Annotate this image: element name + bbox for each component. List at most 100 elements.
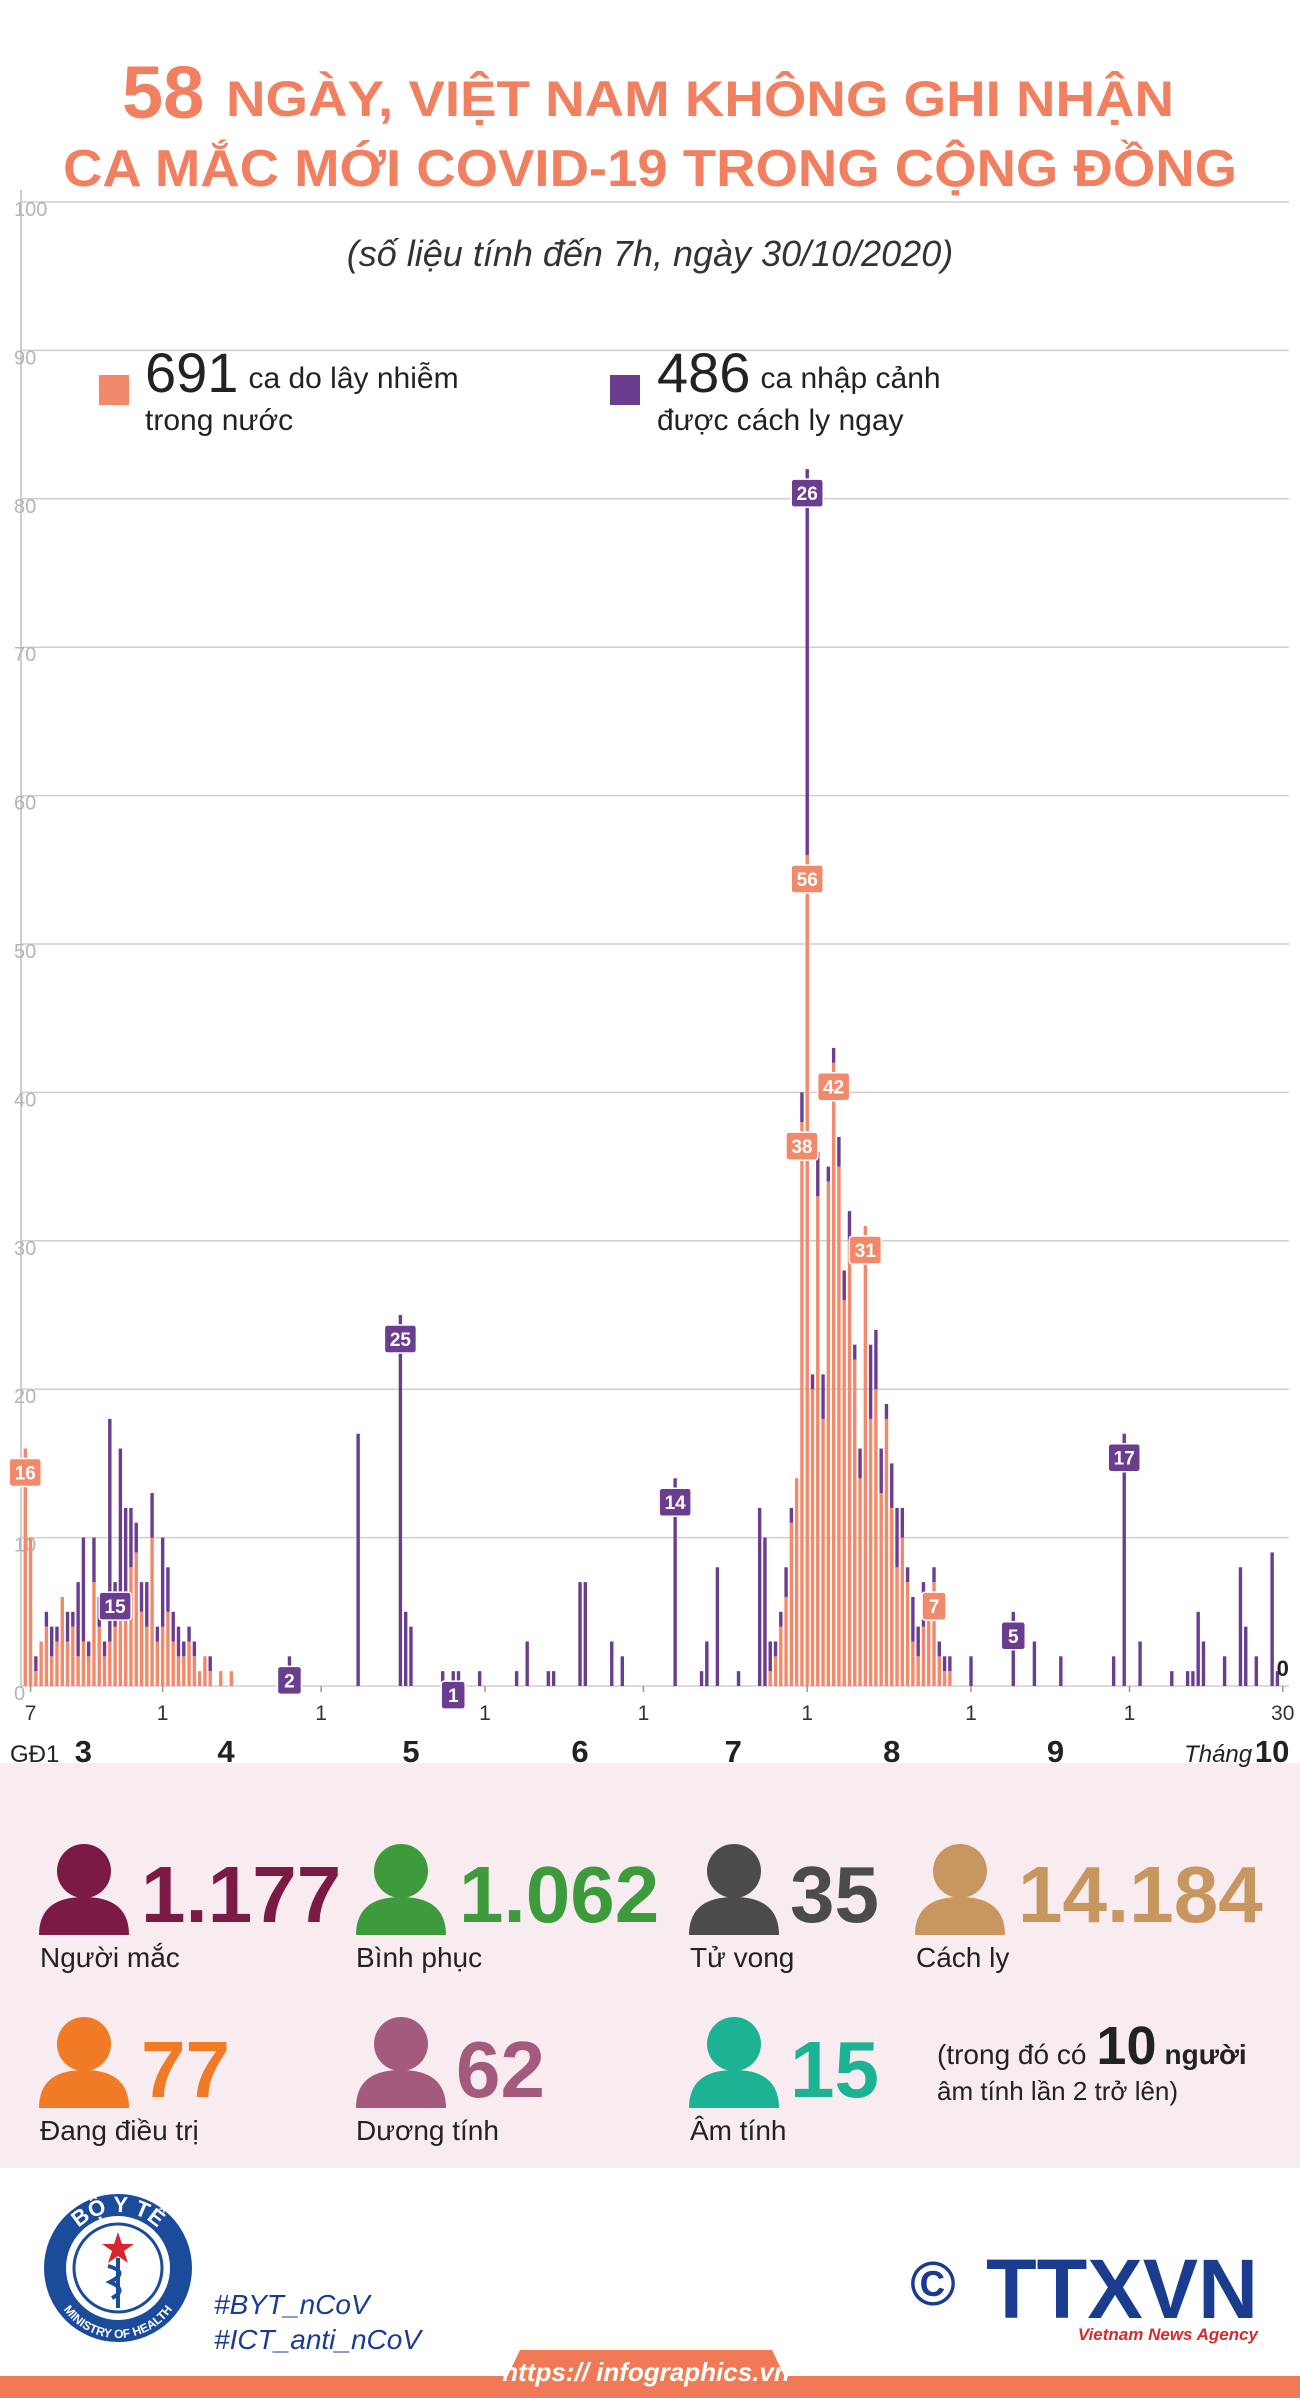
stat-label: Người mắc — [40, 1942, 180, 1973]
bar-segment — [821, 1418, 825, 1686]
bar-segment — [86, 1641, 91, 1657]
bar-segment — [768, 1671, 772, 1686]
bar-segment — [118, 1448, 123, 1597]
stat-label: Bình phục — [356, 1942, 482, 1973]
legend-swatch — [99, 375, 129, 405]
month-label: 10 — [1255, 1734, 1289, 1769]
person-icon-head — [707, 1844, 761, 1898]
data-label: 5 — [1008, 1627, 1019, 1648]
bar-segment — [805, 854, 809, 1686]
x-tick-label: 1 — [638, 1702, 650, 1725]
bar-segment — [794, 1478, 799, 1686]
data-label: 31 — [855, 1241, 877, 1262]
bar-segment — [60, 1596, 64, 1686]
person-icon-head — [57, 2017, 111, 2071]
y-tick-label: 20 — [14, 1386, 36, 1408]
bar-segment — [1238, 1567, 1243, 1686]
bar-segment — [86, 1656, 91, 1686]
month-label: GĐ1 — [10, 1741, 59, 1768]
bar-segment — [108, 1641, 112, 1686]
bar-segment — [145, 1626, 149, 1686]
bar-segment — [192, 1656, 197, 1686]
bar-segment — [927, 1611, 931, 1686]
url: https:// infographics.vn — [502, 2357, 789, 2387]
bar-segment — [187, 1626, 191, 1642]
bar-segment — [916, 1626, 920, 1657]
bar-segment — [208, 1656, 212, 1672]
y-tick-label: 40 — [14, 1089, 36, 1111]
month-label: 3 — [75, 1734, 92, 1769]
legend-label: ca nhập cảnh được cách ly ngay — [657, 362, 941, 437]
x-tick-label: 1 — [965, 1702, 977, 1725]
data-label: 7 — [929, 1597, 940, 1618]
bar-segment — [514, 1671, 519, 1686]
bar-segment — [145, 1582, 149, 1627]
bar-segment — [800, 1122, 804, 1686]
data-label-box — [790, 864, 824, 894]
bar-segment — [1122, 1433, 1126, 1686]
subtitle: (số liệu tính đến 7h, ngày 30/10/2020) — [347, 233, 953, 274]
person-icon-body — [356, 2070, 446, 2108]
stat-label: Âm tính — [690, 2115, 786, 2146]
bar-segment — [1170, 1671, 1174, 1686]
legend-entry: 486 ca nhập cảnh được cách ly ngay — [657, 345, 1002, 442]
month-label: 5 — [402, 1734, 419, 1769]
bar-segment — [92, 1582, 96, 1686]
bar-segment — [705, 1641, 709, 1686]
bar-segment — [55, 1641, 59, 1686]
bar-segment — [779, 1611, 783, 1627]
bar-segment — [1254, 1656, 1258, 1686]
y-tick-label: 80 — [14, 496, 36, 518]
data-label-box — [1107, 1442, 1141, 1473]
stat-value: 1.177 — [141, 1850, 341, 1939]
stat-value: 77 — [141, 2025, 230, 2114]
bar-segment — [34, 1671, 38, 1686]
bar-segment — [525, 1641, 529, 1686]
data-label: 56 — [797, 870, 818, 891]
legend-total: 691 — [145, 341, 239, 404]
bar-segment — [398, 1315, 403, 1686]
bar-segment — [879, 1448, 883, 1494]
bar-segment — [171, 1611, 175, 1642]
bar-segment — [92, 1537, 96, 1583]
agency-name-en: Vietnam News Agency — [1078, 2325, 1260, 2344]
y-tick-label: 50 — [14, 941, 36, 963]
person-icon-head — [933, 1844, 987, 1898]
bar-segment — [160, 1626, 165, 1686]
bar-segment — [187, 1641, 191, 1686]
bar-segment — [900, 1507, 905, 1538]
data-label: 14 — [665, 1493, 687, 1514]
data-label-box — [816, 1071, 851, 1102]
bar-segment — [440, 1671, 445, 1686]
bar-segment — [108, 1418, 112, 1642]
bar-segment — [784, 1567, 788, 1597]
data-label: 26 — [797, 484, 818, 505]
bar-segment — [160, 1537, 165, 1627]
bar-segment — [842, 1300, 846, 1686]
bar-segment — [203, 1656, 207, 1686]
legend-label: ca do lây nhiễm trong nước — [145, 362, 459, 437]
bar-segment — [847, 1240, 852, 1686]
legend-swatch — [610, 375, 640, 405]
stat-value: 1.062 — [459, 1850, 659, 1939]
bar-segment — [895, 1507, 899, 1568]
bar-segment — [921, 1626, 926, 1686]
bar-segment — [890, 1507, 894, 1686]
bar-segment — [905, 1582, 910, 1686]
stats-panel — [0, 1763, 1300, 2168]
data-label-box — [921, 1591, 947, 1621]
bar-segment — [757, 1507, 762, 1686]
stat-value: 14.184 — [1018, 1850, 1263, 1939]
bar-segment — [129, 1507, 133, 1568]
person-icon-body — [689, 2070, 779, 2108]
bar-segment — [182, 1656, 186, 1686]
bar-segment — [578, 1582, 582, 1686]
x-tick-label: 30 — [1271, 1702, 1294, 1725]
bar-segment — [166, 1567, 170, 1612]
bar-segment — [874, 1389, 878, 1686]
bar-segment — [853, 1359, 857, 1686]
bar-segment — [150, 1537, 154, 1686]
bar-segment — [800, 1092, 804, 1123]
bar-segment — [911, 1641, 915, 1686]
